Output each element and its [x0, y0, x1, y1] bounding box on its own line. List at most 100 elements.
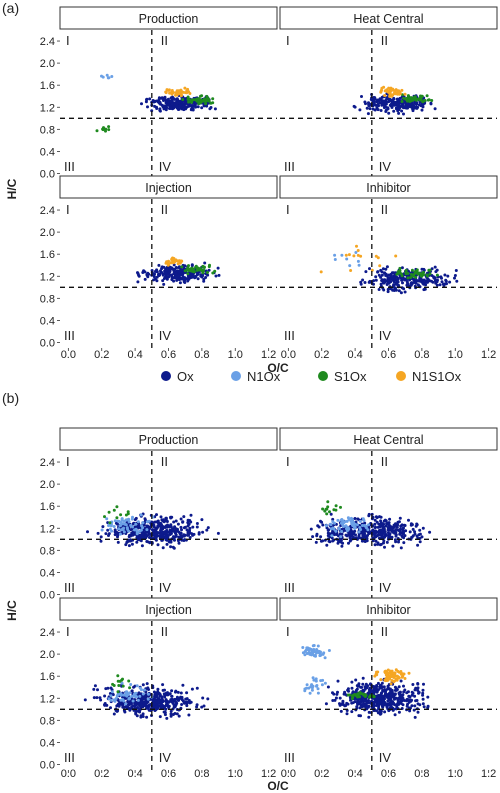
facet-title: Production [139, 12, 199, 26]
data-point [136, 520, 140, 524]
data-point [164, 707, 168, 711]
data-point [398, 532, 402, 536]
data-point [382, 541, 385, 545]
data-point [378, 264, 382, 268]
data-point [382, 525, 386, 529]
data-point [368, 107, 372, 111]
data-point [389, 704, 393, 708]
data-point [166, 88, 170, 92]
data-point [416, 283, 420, 287]
data-point [125, 526, 129, 530]
data-point [303, 653, 307, 657]
data-point [386, 276, 390, 280]
data-point [116, 690, 120, 694]
data-point [190, 264, 194, 268]
data-point [104, 129, 107, 133]
data-point [407, 700, 411, 704]
data-point [381, 694, 385, 698]
data-point [153, 104, 157, 108]
data-point [186, 95, 190, 99]
data-point [373, 518, 377, 522]
data-point [386, 279, 390, 283]
data-point [202, 704, 206, 708]
data-point [103, 703, 107, 707]
data-point [146, 105, 149, 109]
data-point [349, 531, 353, 535]
data-point [138, 694, 142, 698]
data-point [179, 94, 183, 98]
data-point [116, 533, 120, 537]
data-point [206, 98, 210, 101]
data-point [382, 689, 386, 693]
data-point [392, 707, 396, 711]
data-point [361, 278, 365, 282]
data-point [107, 697, 111, 701]
y-tick-label: 0.0 [40, 168, 55, 180]
data-point [430, 99, 434, 102]
y-tick-label: 1.2 [40, 102, 55, 114]
data-point [422, 278, 426, 282]
data-point [115, 516, 119, 520]
data-point [165, 693, 169, 697]
data-point [339, 505, 342, 509]
data-point [338, 696, 342, 700]
data-point [410, 690, 414, 694]
data-point [347, 253, 351, 257]
data-point [170, 694, 174, 698]
data-point [347, 527, 351, 531]
data-point [139, 539, 143, 543]
data-point [181, 98, 185, 101]
data-point [162, 265, 166, 269]
data-point [353, 522, 357, 526]
data-point [390, 103, 394, 106]
data-point [113, 533, 117, 537]
facet-title: Production [139, 433, 199, 447]
data-point [396, 697, 400, 701]
data-point [380, 704, 384, 708]
data-point [380, 103, 384, 107]
data-point [185, 691, 189, 695]
data-point [425, 273, 429, 277]
data-point [433, 265, 437, 269]
quadrant-label: I [66, 454, 70, 469]
data-point [372, 695, 376, 699]
data-point [190, 687, 194, 691]
data-point [341, 523, 345, 527]
data-point [118, 532, 122, 536]
data-point [373, 526, 377, 530]
data-point [179, 517, 183, 521]
data-point [126, 693, 130, 696]
facet-strip [59, 175, 278, 199]
data-point [376, 541, 380, 545]
data-point [322, 651, 326, 655]
data-point [105, 517, 109, 521]
data-point [405, 283, 409, 287]
facet-strip [279, 6, 498, 30]
data-point [391, 288, 395, 292]
data-point [380, 273, 384, 277]
data-point [332, 508, 336, 512]
data-point [125, 706, 129, 710]
data-point [118, 524, 122, 528]
quadrant-label: II [381, 33, 388, 48]
data-point [208, 263, 211, 267]
data-point [379, 528, 383, 532]
data-point [176, 274, 180, 278]
data-point [202, 279, 206, 283]
data-point [129, 683, 133, 686]
data-point [170, 89, 174, 92]
data-point [400, 100, 404, 103]
data-point [379, 542, 383, 546]
data-point [190, 275, 194, 279]
y-tick-label: 2.0 [40, 58, 55, 70]
data-point [191, 525, 195, 529]
data-point [383, 694, 387, 698]
data-point [93, 684, 97, 688]
data-point [139, 715, 143, 719]
data-point [415, 106, 419, 110]
data-point [338, 532, 342, 536]
data-point [188, 92, 192, 95]
facet-title: Heat Central [353, 12, 423, 26]
data-point [110, 690, 114, 694]
data-point [327, 649, 331, 652]
